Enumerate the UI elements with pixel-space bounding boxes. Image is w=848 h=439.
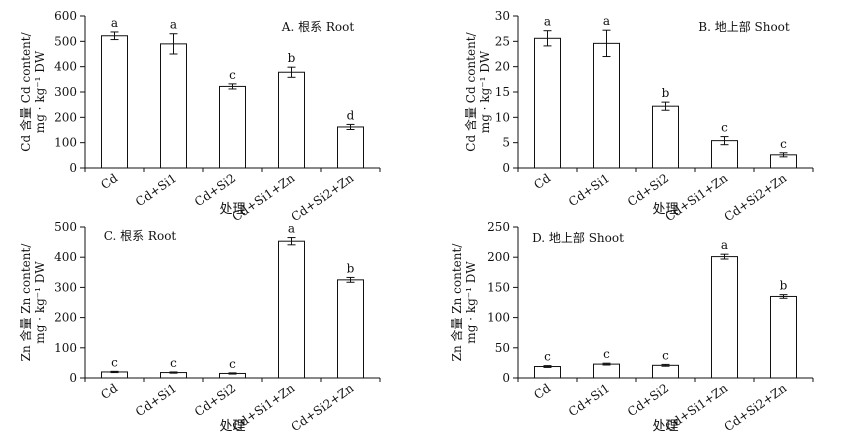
panel-c-significance-letter: c (170, 356, 177, 370)
panel-a-y-tick-label: 100 (54, 136, 77, 150)
panel-a-category-label: Cd+Si2+Zn (289, 171, 357, 224)
panel-b-category-label: Cd+Si2+Zn (722, 171, 790, 224)
panel-c-category-label: Cd+Si2+Zn (289, 381, 357, 434)
panel-d-y-tick-label: 100 (487, 311, 510, 325)
panel-d-bar (534, 366, 561, 379)
panel-c-y-tick-label: 0 (69, 371, 77, 385)
panel-c-significance-letter: b (347, 261, 355, 275)
panel-b-bar (534, 37, 561, 169)
panel-b-y-tick-label: 10 (495, 110, 510, 124)
panel-c-bar (337, 279, 364, 379)
panel-c-category-label: Cd+Si1 (133, 381, 179, 419)
panel-c-category-label: Cd (98, 381, 120, 402)
panel-d-significance-letter: c (603, 347, 610, 361)
panel-a-bar (278, 71, 305, 169)
panel-d-y-tick-label: 0 (502, 371, 510, 385)
panel-c-root-zn-chart: 0100200300400500cCdcCd+Si1cCd+Si2aCd+Si1… (18, 220, 381, 434)
panel-a-bar (337, 126, 364, 169)
panel-c-significance-letter: a (288, 222, 295, 236)
panel-b-y-tick-label: 15 (495, 85, 510, 99)
panel-c-x-axis-label: 处理 (219, 419, 245, 434)
panel-b-bar (652, 105, 679, 169)
panel-c-y-tick-label: 300 (54, 280, 77, 294)
panel-d-title: D. 地上部 Shoot (532, 230, 624, 245)
panel-a-y-tick-label: 300 (54, 85, 77, 99)
panel-d-x-axis-label: 处理 (652, 419, 678, 434)
panel-c-significance-letter: c (229, 357, 236, 371)
panel-d-category-label: Cd+Si1 (566, 381, 612, 419)
panel-d-y-tick-label: 50 (495, 341, 510, 355)
panel-d-category-label: Cd+Si2 (625, 381, 671, 419)
panel-a-y-tick-label: 500 (54, 34, 77, 48)
panel-b-y-tick-label: 25 (495, 34, 510, 48)
panel-b-y-tick-label: 30 (495, 9, 510, 23)
panel-b-x-axis-label: 处理 (652, 202, 678, 217)
panel-a-significance-letter: d (347, 108, 355, 122)
panel-d-bar (593, 363, 620, 379)
panel-a-bar (101, 35, 128, 169)
panel-d-significance-letter: c (544, 350, 551, 364)
panel-c-y-axis-label-line: mg · kg⁻¹ DW (33, 261, 47, 344)
panel-a-significance-letter: b (288, 51, 296, 65)
panel-a-significance-letter: a (170, 18, 177, 32)
panel-b-category-label: Cd (531, 171, 553, 192)
panel-d-y-tick-label: 150 (487, 280, 510, 294)
panel-c-y-tick-label: 400 (54, 250, 77, 264)
panel-b-significance-letter: b (662, 86, 670, 100)
panel-c-y-tick-label: 500 (54, 220, 77, 234)
panel-a-significance-letter: a (111, 16, 118, 30)
panel-d-bar (770, 295, 797, 379)
panel-c-bar (278, 240, 305, 379)
panel-c-category-label: Cd+Si2 (192, 381, 238, 419)
panel-d-category-label: Cd (531, 381, 553, 402)
panel-d-category-label: Cd+Si2+Zn (722, 381, 790, 434)
panel-b-y-tick-label: 20 (495, 60, 510, 74)
panel-c-title: C. 根系 Root (104, 229, 177, 243)
panel-d-y-tick-label: 250 (487, 220, 510, 234)
panel-c-significance-letter: c (111, 355, 118, 369)
panel-d-significance-letter: b (780, 279, 788, 293)
panel-b-bar (593, 42, 620, 169)
panel-a-bar (219, 85, 246, 169)
panel-d-bar (652, 364, 679, 379)
panel-a-y-axis-label-line: Cd 含量 Cd content/ (18, 31, 33, 151)
panel-c-y-tick-label: 100 (54, 341, 77, 355)
panel-a-bar (160, 43, 187, 169)
panel-a-y-tick-label: 600 (54, 9, 77, 23)
panel-a-y-tick-label: 200 (54, 110, 77, 124)
panel-c-y-tick-label: 200 (54, 311, 77, 325)
panel-b-y-tick-label: 0 (502, 161, 510, 175)
panel-b-significance-letter: c (780, 137, 787, 151)
panel-d-y-axis-label-line: Zn 含量 Zn content/ (449, 243, 464, 362)
panel-b-significance-letter: a (603, 14, 610, 28)
panel-d-significance-letter: c (662, 348, 669, 362)
panel-a-category-label: Cd (98, 171, 120, 192)
panel-a-y-axis-label-line: mg · kg⁻¹ DW (33, 50, 47, 133)
panel-d-significance-letter: a (721, 238, 728, 252)
panel-d-bar (711, 256, 738, 379)
panel-a-x-axis-label: 处理 (219, 202, 245, 217)
panel-a-y-tick-label: 400 (54, 60, 77, 74)
panel-b-y-axis-label-line: Cd 含量 Cd content/ (463, 31, 478, 151)
panel-b-title: B. 地上部 Shoot (698, 19, 790, 34)
panel-a-y-tick-label: 0 (69, 161, 77, 175)
panel-a-category-label: Cd+Si1 (133, 171, 179, 209)
panel-d-y-tick-label: 200 (487, 250, 510, 264)
panel-a-title: A. 根系 Root (281, 20, 355, 34)
panel-b-category-label: Cd+Si1 (566, 171, 612, 209)
panel-d-y-axis-label-line: mg · kg⁻¹ DW (464, 261, 478, 344)
panel-a-significance-letter: c (229, 68, 236, 82)
panel-c-y-axis-label-line: Zn 含量 Zn content/ (18, 243, 33, 362)
panel-b-significance-letter: a (544, 15, 551, 29)
panel-b-significance-letter: c (721, 121, 728, 135)
panel-b-y-axis-label-line: mg · kg⁻¹ DW (478, 50, 492, 133)
panel-b-y-tick-label: 5 (502, 136, 510, 150)
panel-b-bar (711, 140, 738, 169)
panel-d-shoot-zn-chart: 050100150200250cCdcCd+Si1cCd+Si2aCd+Si1+… (449, 220, 814, 434)
